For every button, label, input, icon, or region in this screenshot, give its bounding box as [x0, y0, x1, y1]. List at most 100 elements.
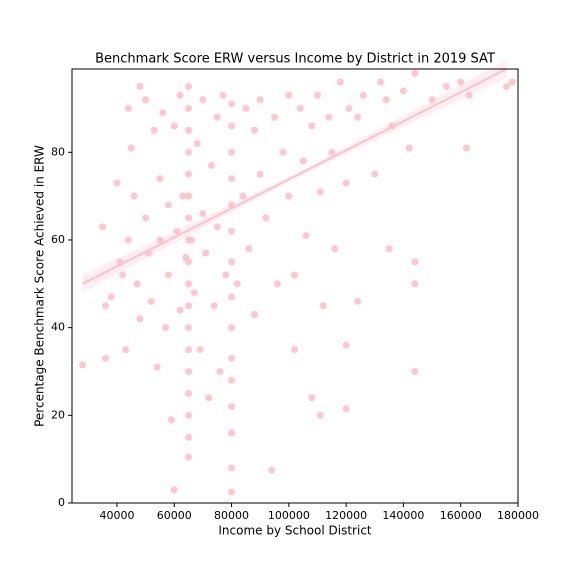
point: [170, 486, 178, 494]
point: [165, 201, 173, 209]
point: [316, 411, 324, 419]
point: [185, 104, 193, 112]
point: [185, 83, 193, 91]
regression-line: [82, 68, 507, 285]
point: [508, 78, 516, 86]
point: [159, 109, 167, 117]
point: [213, 113, 221, 121]
point: [122, 346, 130, 354]
point: [442, 83, 450, 91]
point: [377, 78, 385, 86]
point: [385, 245, 393, 253]
point: [285, 91, 293, 99]
point: [162, 324, 170, 332]
point: [185, 258, 193, 266]
point: [399, 87, 407, 95]
point: [302, 232, 310, 240]
point: [250, 126, 258, 134]
point: [228, 354, 236, 362]
point: [210, 302, 218, 310]
point: [382, 96, 390, 104]
y-tick-label: 80: [51, 145, 65, 158]
x-tick-label: 180000: [497, 509, 539, 522]
point: [462, 144, 470, 152]
point: [124, 236, 132, 244]
y-tick-label: 60: [51, 233, 65, 246]
point: [222, 271, 230, 279]
point: [176, 306, 184, 314]
point: [185, 148, 193, 156]
point: [136, 315, 144, 323]
point: [228, 376, 236, 384]
point: [233, 280, 241, 288]
point: [193, 140, 201, 148]
point: [268, 466, 276, 474]
y-tick-label: 0: [58, 496, 65, 509]
point: [147, 297, 155, 305]
point: [256, 96, 264, 104]
point: [308, 122, 316, 130]
point: [99, 223, 107, 231]
point: [199, 210, 207, 218]
x-tick-label: 100000: [268, 509, 310, 522]
point: [228, 324, 236, 332]
point: [503, 83, 511, 91]
y-axis-label: Percentage Benchmark Score Achieved in E…: [33, 145, 47, 427]
point: [165, 271, 173, 279]
point: [354, 297, 362, 305]
point: [228, 175, 236, 183]
point: [342, 405, 350, 413]
point: [331, 245, 339, 253]
point: [202, 249, 210, 257]
point: [228, 403, 236, 411]
point: [228, 148, 236, 156]
point: [273, 280, 281, 288]
point: [142, 96, 150, 104]
point: [228, 429, 236, 437]
point: [167, 416, 175, 424]
point: [308, 394, 316, 402]
point: [107, 293, 115, 301]
point: [228, 464, 236, 472]
point: [156, 175, 164, 183]
point: [228, 258, 236, 266]
point: [345, 104, 353, 112]
point: [405, 144, 413, 152]
point: [208, 161, 216, 169]
point: [185, 346, 193, 354]
point: [411, 280, 419, 288]
point: [156, 236, 164, 244]
point: [185, 324, 193, 332]
point: [457, 78, 465, 86]
point: [185, 214, 193, 222]
point: [228, 100, 236, 108]
x-tick-label: 80000: [214, 509, 249, 522]
y-tick-label: 40: [51, 321, 65, 334]
point: [428, 96, 436, 104]
point: [185, 411, 193, 419]
x-axis-label: Income by School District: [218, 524, 372, 538]
point: [291, 346, 299, 354]
point: [250, 310, 258, 318]
x-tick-label: 40000: [99, 509, 134, 522]
point: [150, 126, 158, 134]
point: [113, 179, 121, 187]
chart-title: Benchmark Score ERW versus Income by Dis…: [95, 52, 495, 67]
point: [213, 223, 221, 231]
point: [219, 91, 227, 99]
point: [336, 78, 344, 86]
point: [228, 488, 236, 496]
point: [102, 354, 110, 362]
point: [342, 179, 350, 187]
point: [271, 113, 279, 121]
point: [371, 170, 379, 178]
point: [291, 271, 299, 279]
point: [239, 192, 247, 200]
point: [185, 433, 193, 441]
point: [102, 302, 110, 310]
x-tick-label: 160000: [440, 509, 482, 522]
point: [411, 69, 419, 77]
point: [411, 258, 419, 266]
x-tick-label: 120000: [325, 509, 367, 522]
point: [228, 293, 236, 301]
